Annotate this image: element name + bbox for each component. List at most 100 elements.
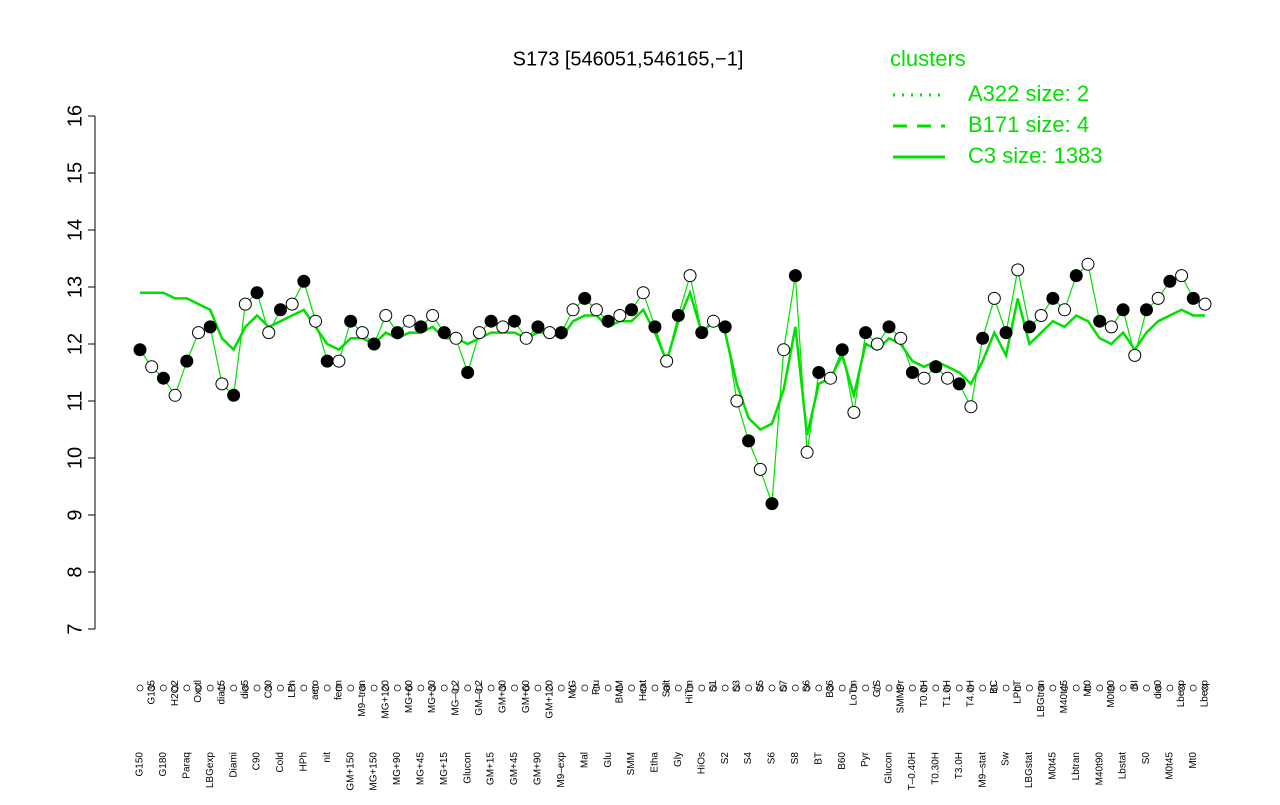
rug-point (698, 684, 706, 692)
x-tick-label: dia15 (217, 680, 228, 705)
rug-point (265, 684, 273, 692)
rug-point (1166, 684, 1174, 692)
rug-point (733, 684, 741, 692)
rug-point (569, 684, 577, 692)
rug-point (499, 684, 507, 692)
point (297, 274, 311, 288)
x-tick-label: LPhT (1012, 680, 1023, 704)
rug-point (1049, 684, 1057, 692)
point (648, 320, 662, 334)
rug-point (967, 684, 975, 692)
rug-point (487, 684, 495, 692)
rug-point (382, 684, 390, 692)
x-tick-label: Gly (673, 752, 684, 767)
point (929, 360, 943, 374)
rug-point (1072, 684, 1080, 692)
rug-point (183, 684, 191, 692)
rug-point (557, 684, 565, 692)
point (730, 394, 744, 408)
point (952, 377, 966, 391)
point (742, 434, 756, 448)
x-tick-label: M40t90 (1094, 752, 1105, 786)
rug-point (675, 684, 682, 692)
x-tick-label: Glucon (884, 752, 895, 784)
x-tick-label: Lbexp (1200, 680, 1211, 708)
rug-point (803, 684, 811, 692)
point (437, 326, 451, 340)
x-tick-label: ferm (334, 680, 345, 700)
rug-point (721, 684, 729, 692)
x-tick-label: LoTm (849, 680, 860, 706)
rug-point (171, 684, 179, 692)
rug-point (476, 684, 483, 692)
x-tick-label: S0 (1141, 752, 1152, 765)
x-tick-label: SMMPr (895, 679, 906, 713)
point (250, 286, 264, 300)
point (999, 326, 1013, 340)
rug-point (417, 684, 425, 692)
point (1046, 291, 1060, 305)
point (414, 320, 428, 334)
x-tick-label: dia5 (240, 680, 251, 699)
legend-title: clusters (890, 46, 966, 71)
rug-point (160, 684, 167, 692)
point (1116, 303, 1130, 317)
rug-point (1108, 684, 1115, 692)
x-tick-label: S5 (755, 680, 766, 693)
rug-point (347, 684, 355, 692)
point (1093, 314, 1107, 328)
point (367, 337, 381, 351)
x-tick-label: G180 (158, 752, 169, 777)
point (180, 354, 194, 368)
rug-point (323, 684, 331, 692)
rug-point (1143, 684, 1150, 692)
point (812, 366, 826, 379)
point (788, 269, 802, 283)
point (777, 343, 791, 357)
rug-point (1096, 684, 1104, 692)
x-tick-label: BC (989, 680, 1000, 694)
rug-point (546, 684, 553, 692)
rug-point (218, 684, 226, 692)
x-tick-label: Mt0 (1188, 752, 1199, 769)
rug-point (511, 684, 518, 692)
x-tick-label: C90 (252, 752, 263, 771)
y-tick-label: 15 (64, 162, 86, 184)
x-tick-label: Cold (275, 752, 286, 773)
x-tick-label: SMM (626, 752, 637, 775)
y-tick-label: 10 (64, 447, 86, 469)
rug-point (288, 684, 296, 692)
y-tick-label: 11 (64, 391, 86, 412)
rug-point (838, 684, 846, 692)
rug-point (1178, 684, 1185, 692)
rug-point (148, 684, 156, 692)
point (554, 326, 568, 340)
point (168, 388, 182, 402)
point (156, 371, 170, 385)
x-tick-label: T4.0H (966, 680, 977, 707)
x-tick-label: G/S (872, 680, 883, 698)
point (402, 314, 416, 328)
point (449, 331, 463, 345)
rug-point (827, 684, 834, 692)
rug-point (440, 684, 448, 692)
point (332, 354, 346, 368)
x-tick-label: Lbexp (1176, 680, 1187, 708)
x-tick-label: LBGtran (1036, 680, 1047, 717)
x-tick-label: GM+60 (521, 680, 532, 714)
rug-point (932, 684, 940, 692)
rug-point (429, 684, 436, 692)
rug-point (1154, 684, 1162, 692)
point (1139, 303, 1153, 317)
point (192, 326, 206, 340)
x-tick-label: M9–stat (977, 752, 988, 788)
legend-label: B171 size: 4 (968, 112, 1089, 137)
rug-point (862, 684, 869, 692)
rug-point (1201, 684, 1209, 692)
x-tick-label: MG+15 (439, 752, 450, 786)
point (765, 497, 779, 511)
point (508, 314, 522, 328)
point (203, 320, 217, 334)
x-tick-label: BT (813, 752, 824, 765)
